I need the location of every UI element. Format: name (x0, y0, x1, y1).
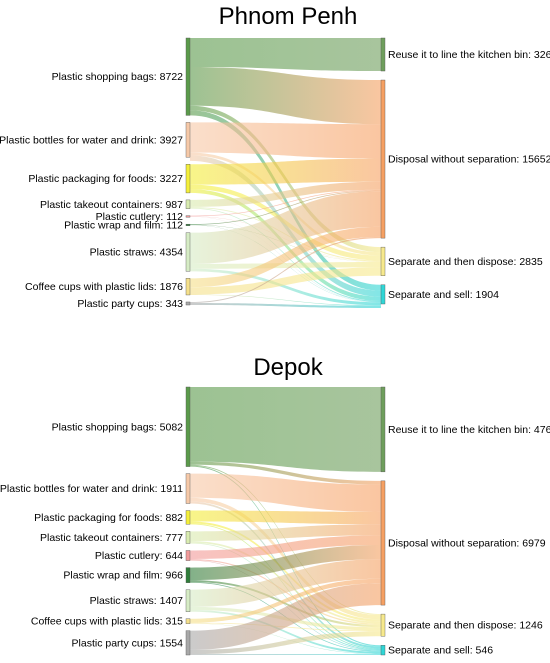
source-node-plastic-bottles-for-water-and-drink (185, 473, 191, 504)
link-plastic-straws-to-separate-and-sell (190, 268, 381, 306)
target-label-reuse-it-to-line-the-kitchen-bin: Reuse it to line the kitchen bin: 4767 (388, 424, 550, 436)
link-plastic-packaging-for-foods-to-disposal-without-separation (190, 510, 381, 525)
sankey-panel-depok: Depok Plastic shopping bags: 5082 Plastic … (0, 354, 550, 657)
source-node-plastic-takeout-containers (185, 531, 191, 544)
link-plastic-party-cups-to-disposal-without-separation (190, 236, 381, 304)
source-label-plastic-wrap-and-film: Plastic wrap and film: 112 (64, 219, 183, 231)
target-node-separate-and-sell (380, 284, 386, 305)
source-label-plastic-party-cups: Plastic party cups: 343 (77, 298, 183, 310)
source-node-plastic-straws (185, 589, 191, 612)
link-plastic-party-cups-to-separate-and-then-dispose (190, 631, 381, 655)
source-node-coffee-cups-with-plastic-lids (185, 278, 191, 296)
target-label-disposal-without-separation: Disposal without separation: 15652 (388, 154, 550, 166)
link-plastic-party-cups-to-disposal-without-separation (190, 583, 381, 650)
source-label-plastic-bottles-for-water-and-drink: Plastic bottles for water and drink: 392… (0, 134, 183, 146)
target-node-disposal-without-separation (380, 79, 386, 239)
source-label-plastic-shopping-bags: Plastic shopping bags: 8722 (52, 71, 184, 83)
source-label-plastic-takeout-containers: Plastic takeout containers: 987 (40, 199, 183, 211)
source-label-plastic-party-cups: Plastic party cups: 1554 (72, 637, 184, 649)
link-plastic-wrap-and-film-to-disposal-without-separation (190, 190, 381, 225)
source-node-plastic-takeout-containers (185, 199, 191, 209)
source-node-plastic-straws (185, 232, 191, 272)
source-node-plastic-shopping-bags (185, 386, 191, 467)
link-plastic-straws-to-separate-and-then-dispose (190, 261, 381, 269)
link-plastic-party-cups-to-separate-and-sell (190, 303, 381, 309)
source-label-plastic-straws: Plastic straws: 4354 (90, 246, 184, 258)
link-plastic-shopping-bags-to-disposal-without-separation (190, 67, 381, 125)
link-coffee-cups-with-plastic-lids-to-disposal-without-separation (190, 578, 381, 623)
link-plastic-cutlery-to-disposal-without-separation (190, 535, 381, 559)
link-plastic-bottles-for-water-and-drink-to-separate-and-then-dispose (190, 152, 381, 256)
target-node-reuse-it-to-line-the-kitchen-bin (380, 37, 386, 72)
link-plastic-packaging-for-foods-to-disposal-without-separation (190, 158, 381, 185)
sankey-links (190, 387, 381, 655)
link-plastic-straws-to-disposal-without-separation (190, 191, 381, 264)
target-node-disposal-without-separation (380, 480, 386, 606)
target-label-separate-and-then-dispose: Separate and then dispose: 1246 (388, 620, 543, 632)
source-label-plastic-shopping-bags: Plastic shopping bags: 5082 (52, 421, 184, 433)
source-label-plastic-packaging-for-foods: Plastic packaging for foods: 3227 (28, 173, 183, 185)
chart-title: Phnom Penh (219, 3, 358, 30)
link-plastic-cutlery-to-separate-and-sell (190, 560, 381, 651)
link-coffee-cups-with-plastic-lids-to-disposal-without-separation (190, 226, 381, 288)
link-plastic-straws-to-disposal-without-separation (190, 559, 381, 607)
link-plastic-shopping-bags-to-reuse-it-to-line-the-kitchen-bin (190, 387, 381, 472)
link-plastic-shopping-bags-to-separate-and-then-dispose (190, 464, 381, 615)
target-node-separate-and-then-dispose (380, 613, 386, 637)
target-label-separate-and-then-dispose: Separate and then dispose: 2835 (388, 256, 543, 268)
link-plastic-takeout-containers-to-disposal-without-separation (190, 181, 381, 207)
target-node-reuse-it-to-line-the-kitchen-bin (380, 386, 386, 473)
link-plastic-takeout-containers-to-disposal-without-separation (190, 524, 381, 542)
source-label-plastic-straws: Plastic straws: 1407 (90, 595, 184, 607)
link-coffee-cups-with-plastic-lids-to-separate-and-sell (190, 294, 381, 306)
source-node-plastic-party-cups (185, 301, 191, 306)
source-label-plastic-cutlery: Plastic cutlery: 644 (95, 550, 183, 562)
source-label-plastic-bottles-for-water-and-drink: Plastic bottles for water and drink: 191… (0, 483, 183, 495)
link-plastic-shopping-bags-to-reuse-it-to-line-the-kitchen-bin (190, 38, 381, 72)
target-node-separate-and-then-dispose (380, 246, 386, 276)
link-plastic-shopping-bags-to-separate-and-sell (190, 110, 381, 291)
source-node-plastic-cutlery (185, 550, 191, 561)
link-plastic-shopping-bags-to-disposal-without-separation (190, 461, 381, 485)
link-plastic-cutlery-to-disposal-without-separation (190, 189, 381, 217)
link-plastic-shopping-bags-to-separate-and-sell (190, 465, 381, 647)
target-label-separate-and-sell: Separate and sell: 546 (388, 645, 493, 657)
source-node-plastic-shopping-bags (185, 37, 191, 116)
source-node-plastic-packaging-for-foods (185, 510, 191, 525)
target-label-separate-and-sell: Separate and sell: 1904 (388, 289, 499, 301)
target-label-reuse-it-to-line-the-kitchen-bin: Reuse it to line the kitchen bin: 3269 (388, 49, 550, 61)
target-node-separate-and-sell (380, 645, 386, 656)
source-node-plastic-wrap-and-film (185, 567, 191, 583)
source-node-plastic-party-cups (185, 630, 191, 656)
source-label-coffee-cups-with-plastic-lids: Coffee cups with plastic lids: 1876 (25, 281, 183, 293)
link-plastic-takeout-containers-to-separate-and-sell (190, 542, 381, 651)
source-node-coffee-cups-with-plastic-lids (185, 618, 191, 624)
link-coffee-cups-with-plastic-lids-to-separate-and-sell (190, 623, 381, 655)
link-plastic-bottles-for-water-and-drink-to-disposal-without-separation (190, 473, 381, 512)
source-label-plastic-takeout-containers: Plastic takeout containers: 777 (40, 532, 183, 544)
source-label-plastic-packaging-for-foods: Plastic packaging for foods: 882 (34, 512, 183, 524)
source-label-plastic-cutlery: Plastic cutlery: 112 (96, 211, 184, 223)
link-plastic-straws-to-separate-and-sell (190, 609, 381, 654)
chart-title: Depok (253, 354, 323, 381)
target-label-disposal-without-separation: Disposal without separation: 6979 (388, 537, 546, 549)
source-node-plastic-bottles-for-water-and-drink (185, 122, 191, 158)
source-label-coffee-cups-with-plastic-lids: Coffee cups with plastic lids: 315 (31, 616, 183, 628)
link-plastic-packaging-for-foods-to-separate-and-then-dispose (190, 521, 381, 622)
link-plastic-wrap-and-film-to-separate-and-then-dispose (190, 580, 381, 628)
link-plastic-bottles-for-water-and-drink-to-disposal-without-separation (190, 122, 381, 159)
sankey-links (190, 38, 381, 309)
source-node-plastic-wrap-and-film (185, 223, 191, 226)
link-plastic-party-cups-to-separate-and-sell (190, 654, 381, 655)
sankey-panel-phnom-penh: Phnom Penh Plastic shopping bags: 8722 Pla… (0, 3, 550, 310)
link-coffee-cups-with-plastic-lids-to-separate-and-then-dispose (190, 267, 381, 295)
source-node-plastic-cutlery (185, 215, 191, 218)
source-label-plastic-wrap-and-film: Plastic wrap and film: 966 (63, 570, 183, 582)
source-node-plastic-packaging-for-foods (185, 164, 191, 194)
link-plastic-wrap-and-film-to-disposal-without-separation (190, 544, 381, 581)
